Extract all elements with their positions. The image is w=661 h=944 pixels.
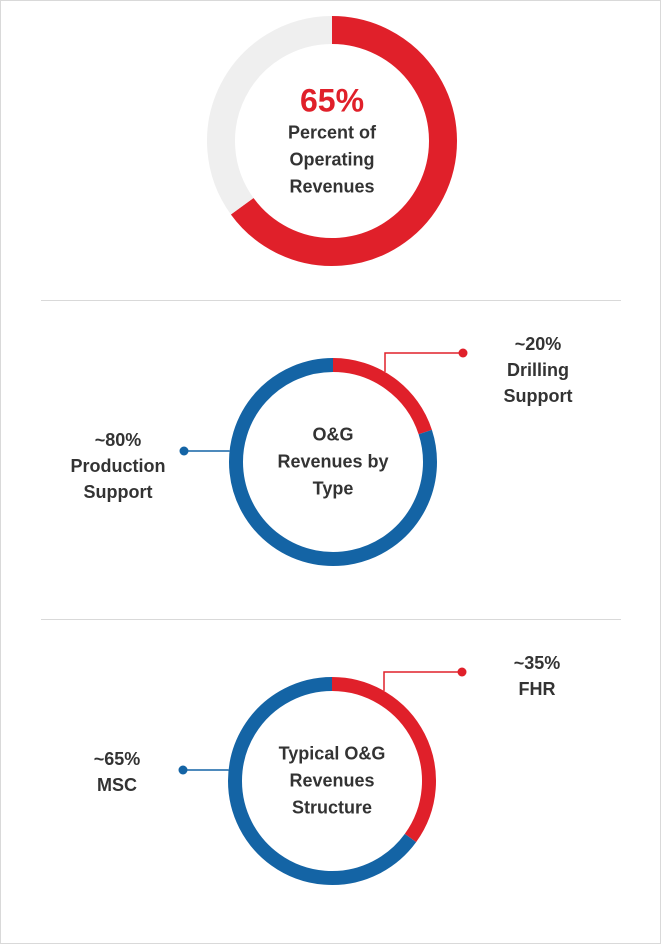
- slice-label: ~20% Drilling Support: [483, 331, 593, 409]
- center-text: O&G Revenues by Type: [277, 424, 389, 499]
- leader-line: [384, 352, 463, 372]
- slice-label: ~65% MSC: [52, 746, 182, 798]
- center-label: Typical O&G Revenues Structure: [276, 741, 388, 822]
- leader-dot: [458, 348, 468, 358]
- separator: [41, 300, 621, 301]
- center-text: Typical O&G Revenues Structure: [278, 743, 386, 818]
- donut-slice: [207, 16, 333, 215]
- value-label: ~35%: [513, 653, 561, 673]
- leader-dot: [179, 446, 189, 456]
- value-label: 65%: [299, 82, 365, 119]
- leader-line: [383, 671, 462, 691]
- category-label: MSC: [97, 775, 137, 795]
- value-label: ~80%: [94, 430, 142, 450]
- category-label: FHR: [518, 679, 556, 699]
- slice-label: ~35% FHR: [482, 650, 592, 702]
- leader-dot: [457, 667, 467, 677]
- donut-slice: [228, 677, 417, 885]
- center-text: Percent of Operating Revenues: [287, 122, 377, 197]
- donut-slice: [332, 358, 432, 435]
- donut-slice: [229, 358, 437, 566]
- donut-slice: [331, 677, 436, 843]
- center-label: 65% Percent of Operating Revenues: [276, 82, 388, 201]
- donut-slice: [230, 16, 457, 266]
- category-label: Production Support: [70, 456, 166, 502]
- separator: [41, 619, 621, 620]
- leader-dot: [178, 765, 188, 775]
- value-label: ~65%: [93, 749, 141, 769]
- category-label: Drilling Support: [503, 360, 573, 406]
- slice-label: ~80% Production Support: [53, 427, 183, 505]
- value-label: ~20%: [514, 334, 562, 354]
- center-label: O&G Revenues by Type: [277, 422, 389, 503]
